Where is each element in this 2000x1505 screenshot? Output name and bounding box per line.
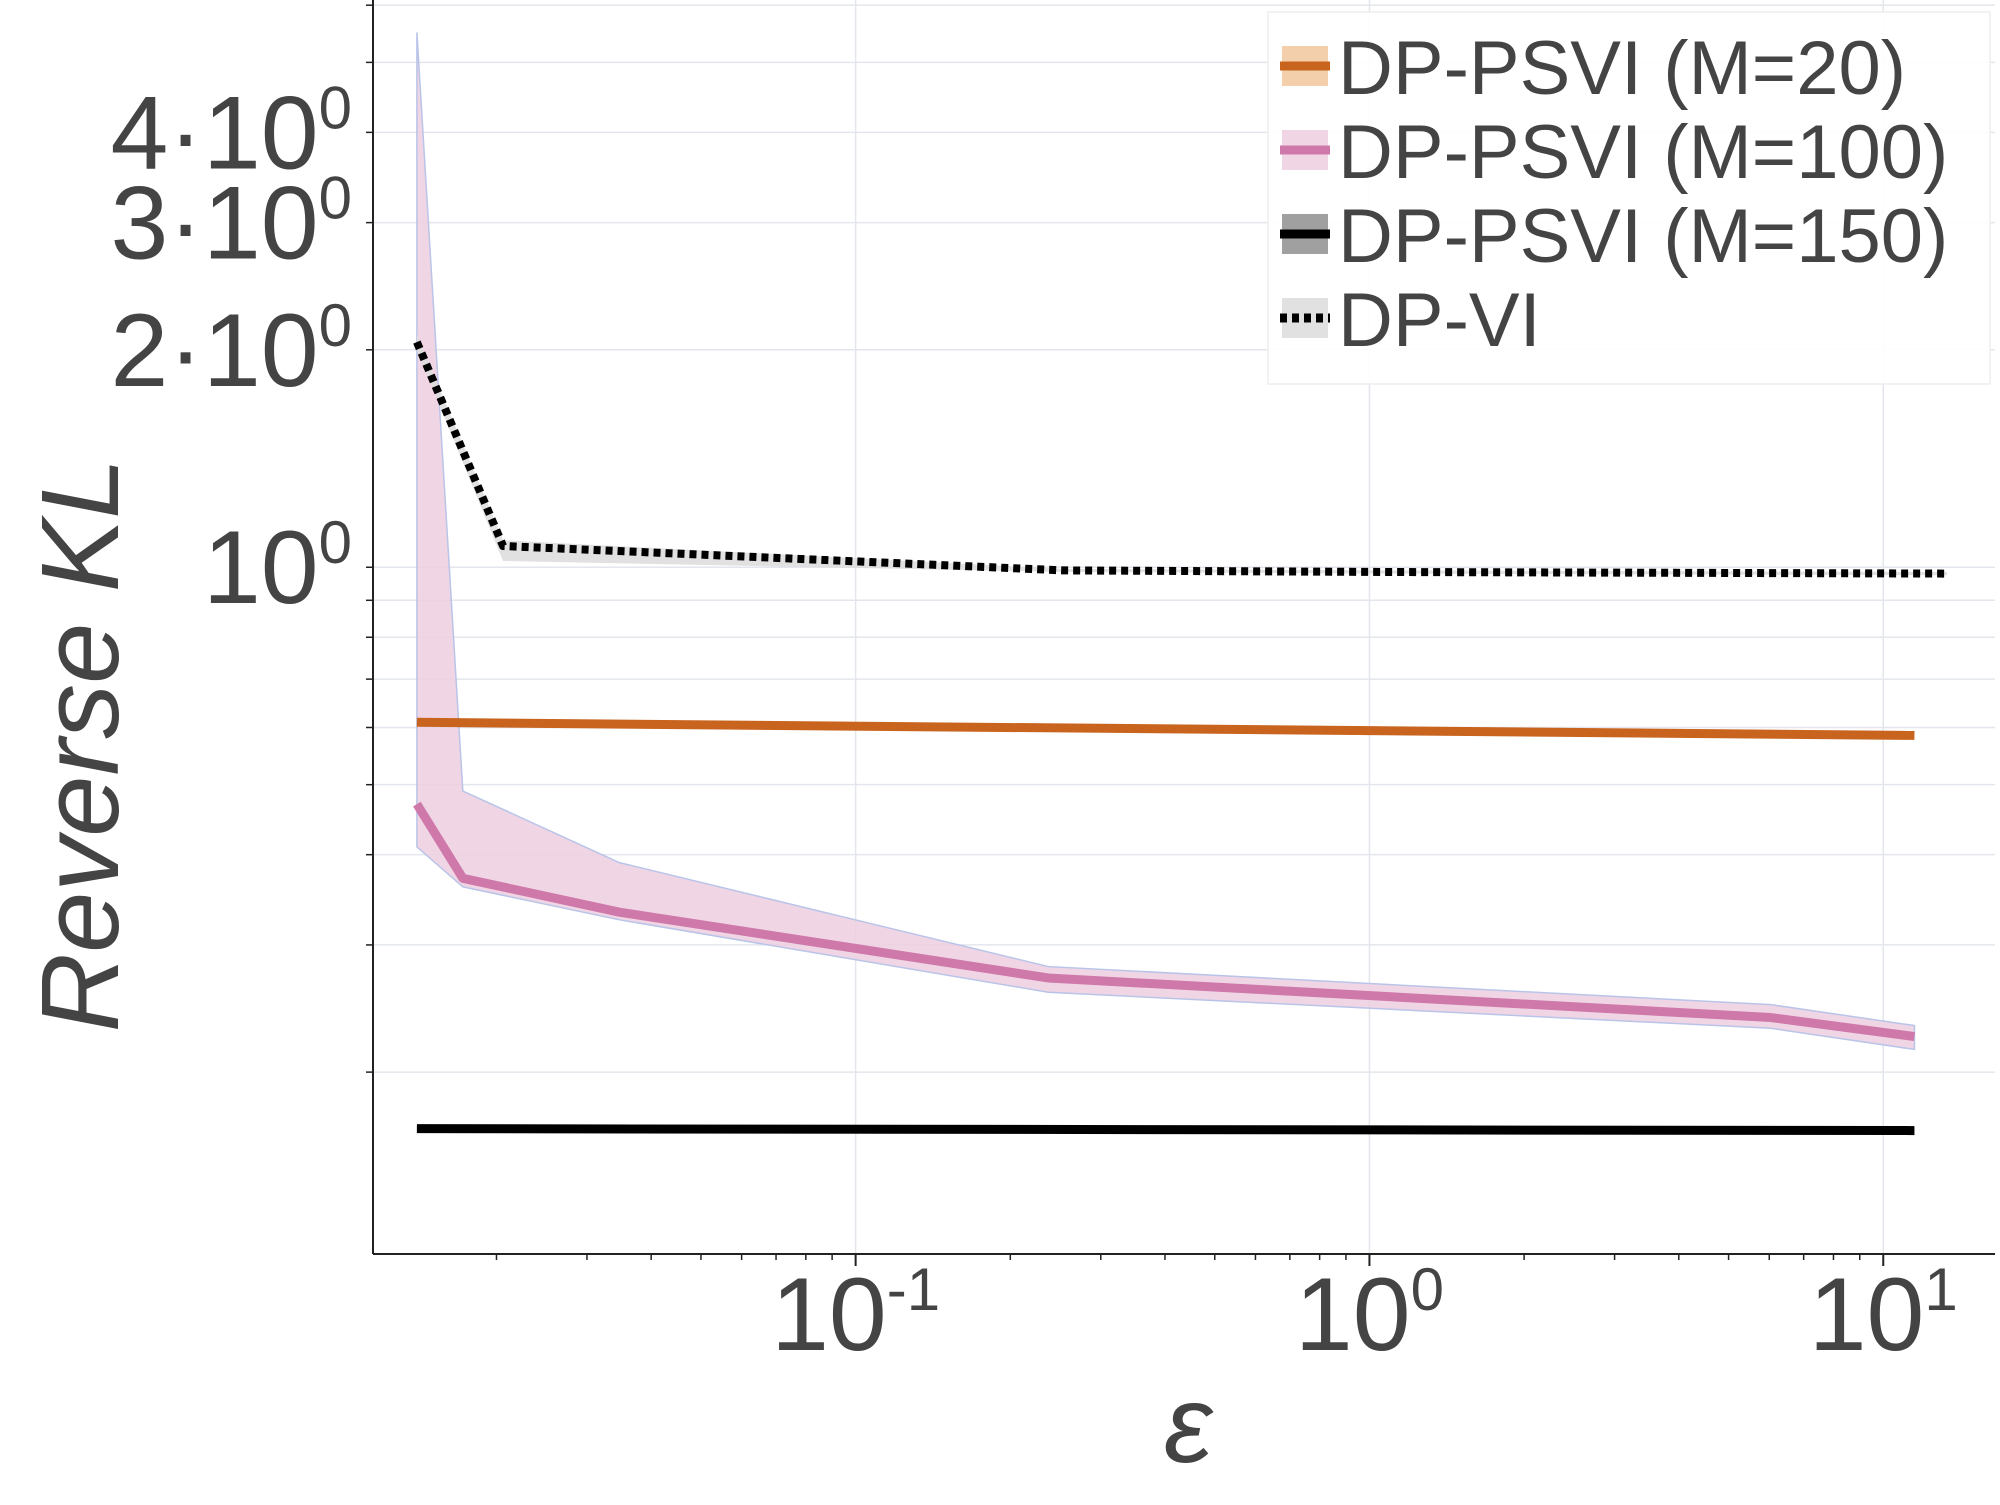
series-line — [413, 340, 1947, 578]
y-axis-title: Reverse KL — [19, 458, 142, 1033]
series-line — [413, 801, 1916, 1042]
x-tick-label: 100 — [1295, 1256, 1444, 1373]
legend: DP-PSVI (M=20)DP-PSVI (M=100)DP-PSVI (M=… — [1267, 11, 1991, 385]
y-tick-label: 3·100 — [110, 165, 352, 282]
legend-label: DP-PSVI (M=100) — [1338, 110, 1948, 195]
y-tick-label: 100 — [203, 509, 352, 626]
legend-label: DP-PSVI (M=150) — [1338, 194, 1948, 279]
y-tick-label: 2·100 — [110, 292, 352, 409]
x-axis-title: ε — [1164, 1363, 1214, 1486]
confidence-band — [416, 32, 1916, 1051]
axes — [372, 0, 1995, 1255]
legend-label: DP-PSVI (M=20) — [1338, 26, 1906, 111]
legend-box — [1267, 11, 1991, 385]
x-tick-label: 101 — [1809, 1256, 1958, 1373]
series-line — [416, 1124, 1915, 1136]
series-lines — [413, 340, 1947, 1136]
series-line — [416, 717, 1915, 740]
y-tick-label: 4·100 — [110, 74, 352, 191]
x-tick-label: 10-1 — [771, 1256, 940, 1373]
legend-label: DP-VI — [1338, 278, 1541, 363]
